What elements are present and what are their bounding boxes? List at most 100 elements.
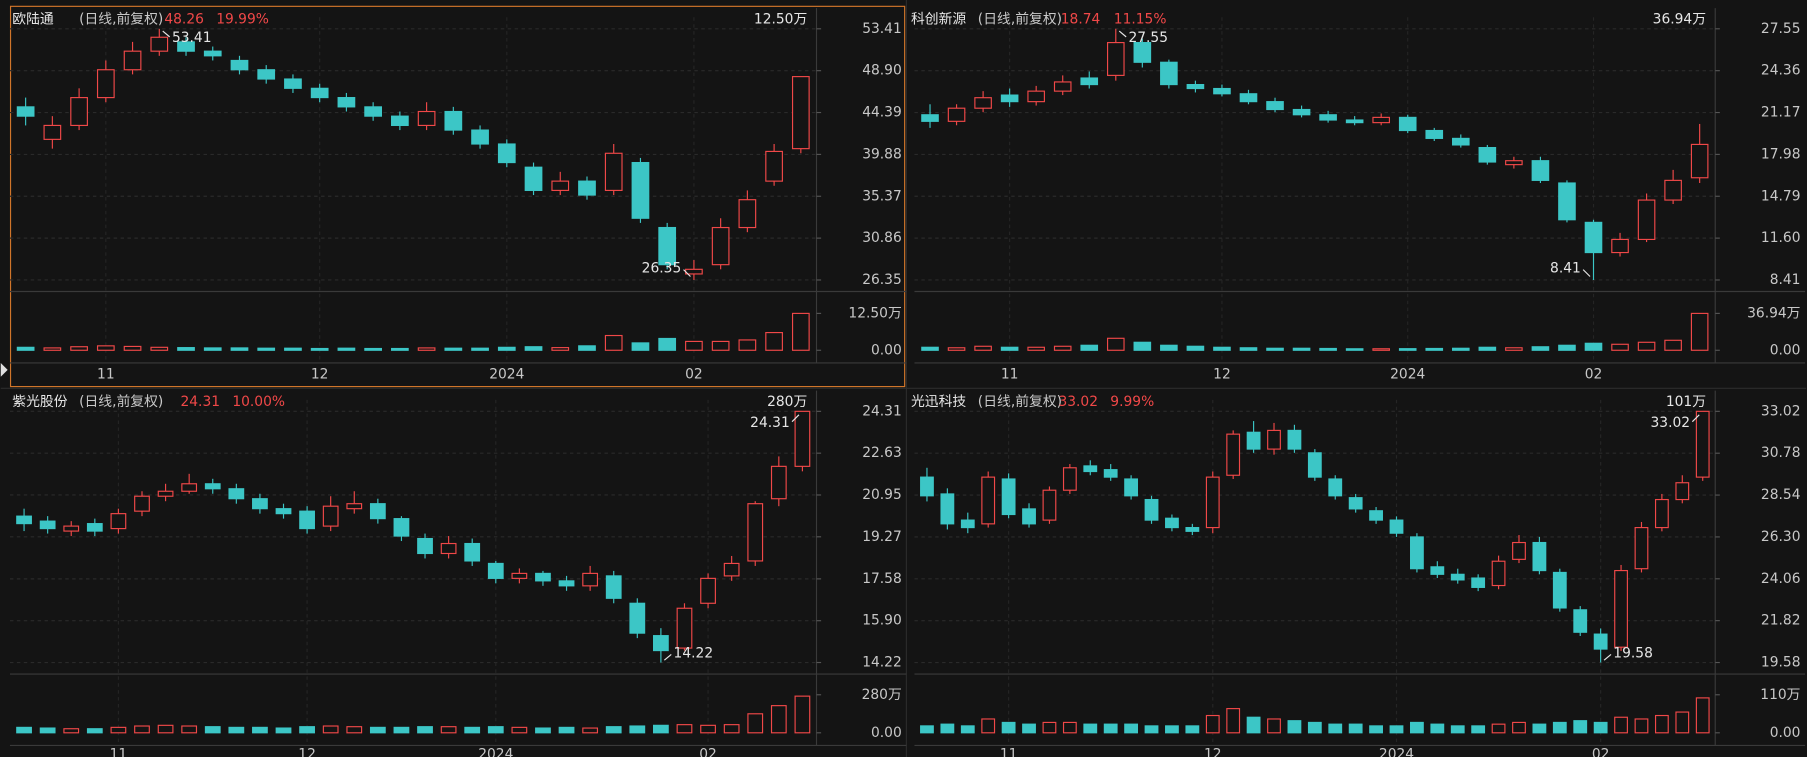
candle-body xyxy=(177,41,195,52)
candle-body xyxy=(524,166,543,191)
volume-bar xyxy=(346,726,363,734)
y-tick-label: 24.06 xyxy=(1761,571,1801,587)
volume-bar xyxy=(417,347,436,351)
candle-body xyxy=(1022,508,1036,525)
volume-bar xyxy=(1634,718,1649,734)
volume-bar xyxy=(1319,347,1337,351)
y-tick-label: 17.98 xyxy=(1761,146,1801,162)
volume-bar xyxy=(605,726,622,734)
volume-bar xyxy=(921,346,939,351)
volume-bar xyxy=(1042,721,1057,734)
candle-body xyxy=(299,510,315,530)
candle-body xyxy=(794,410,811,467)
candle-body xyxy=(629,602,646,634)
volume-bar xyxy=(471,347,489,351)
annotation: 8.41 xyxy=(1550,260,1581,276)
collapse-arrow[interactable] xyxy=(0,362,8,377)
volume-bar xyxy=(1124,723,1139,734)
volume-bar xyxy=(794,695,811,734)
y-tick-label: 14.79 xyxy=(1761,188,1801,204)
y-tick-label: 14.22 xyxy=(862,655,902,671)
x-tick-label: 12 xyxy=(298,747,316,757)
volume-bar xyxy=(310,347,329,351)
annotation-arrow xyxy=(683,269,691,277)
stock-name: 欧陆通 xyxy=(12,12,54,28)
volume-bar xyxy=(1292,347,1311,351)
volume-bar xyxy=(1345,348,1364,351)
volume-bar xyxy=(1425,347,1444,351)
candle-body xyxy=(1675,482,1690,501)
volume-bar xyxy=(511,726,528,734)
candle-body xyxy=(960,519,975,529)
candle-body xyxy=(1027,90,1045,103)
volume-bar xyxy=(275,727,292,734)
volume-tick-label: 12.50万 xyxy=(848,305,901,321)
candle-body xyxy=(747,503,764,562)
y-tick-label: 22.63 xyxy=(862,445,902,461)
y-tick-label: 15.90 xyxy=(862,613,902,629)
candle-body xyxy=(1531,160,1550,181)
candle-body xyxy=(230,59,249,71)
volume-bar xyxy=(337,347,356,351)
candle-body xyxy=(1410,536,1424,570)
candle-body xyxy=(1186,84,1205,90)
volume-bar xyxy=(1372,348,1390,351)
annotation: 24.31 xyxy=(750,415,790,431)
volume-bar xyxy=(578,345,596,351)
candle-body xyxy=(364,106,383,117)
candle-body xyxy=(157,490,174,497)
volume-bar xyxy=(1185,725,1200,734)
y-tick-label: 21.17 xyxy=(1761,105,1801,121)
x-tick-label: 02 xyxy=(699,747,717,757)
volume-bar xyxy=(369,726,386,734)
annotation-arrow xyxy=(1603,654,1612,661)
volume-bar xyxy=(747,713,764,734)
volume-bar xyxy=(96,345,115,351)
y-tick-label: 28.54 xyxy=(1761,487,1801,503)
volume-bar xyxy=(39,727,56,734)
volume-bar xyxy=(252,726,268,734)
volume-bar xyxy=(920,725,934,734)
volume-bar xyxy=(1328,723,1343,734)
y-tick-label: 30.86 xyxy=(862,230,902,246)
candle-body xyxy=(204,483,221,490)
candle-body xyxy=(1328,478,1343,497)
candle-body xyxy=(653,635,669,652)
y-tick-label: 17.58 xyxy=(862,571,902,587)
annotation-arrow xyxy=(1118,30,1127,38)
annotation-arrow xyxy=(791,414,800,423)
volume-bar xyxy=(1478,346,1497,351)
stock-name: 科创新源 xyxy=(911,12,966,28)
volume-bar xyxy=(393,726,410,734)
volume-bar xyxy=(16,726,32,734)
volume-bar xyxy=(1186,345,1205,351)
candle-body xyxy=(1124,478,1139,497)
candle-body xyxy=(1266,101,1284,111)
annotation: 14.22 xyxy=(674,645,714,661)
candle-body xyxy=(658,226,677,266)
candle-body xyxy=(738,199,757,229)
volume-bar xyxy=(464,726,481,734)
last-price: 48.26 xyxy=(164,12,204,28)
volume-bar xyxy=(134,725,150,734)
candle-body xyxy=(511,572,528,579)
y-tick-label: 24.36 xyxy=(1761,63,1801,79)
volume-bar xyxy=(738,339,757,351)
volume-bar xyxy=(582,727,599,734)
candle-body xyxy=(1292,108,1311,116)
candle-body xyxy=(369,503,386,520)
candle-body xyxy=(1430,566,1445,575)
annotation: 27.55 xyxy=(1128,30,1168,46)
volume-bar xyxy=(1531,346,1550,351)
volume-bar xyxy=(1000,346,1019,351)
candle-body xyxy=(16,106,35,117)
y-tick-label: 24.31 xyxy=(862,403,902,419)
volume-bar xyxy=(1144,725,1159,734)
chart-mode: (日线,前复权) xyxy=(978,11,1062,28)
candle-body xyxy=(981,476,996,525)
change-pct: 19.99% xyxy=(216,12,269,28)
volume-bar xyxy=(150,346,169,351)
volume-bar xyxy=(1512,721,1526,734)
candle-body xyxy=(393,518,410,537)
